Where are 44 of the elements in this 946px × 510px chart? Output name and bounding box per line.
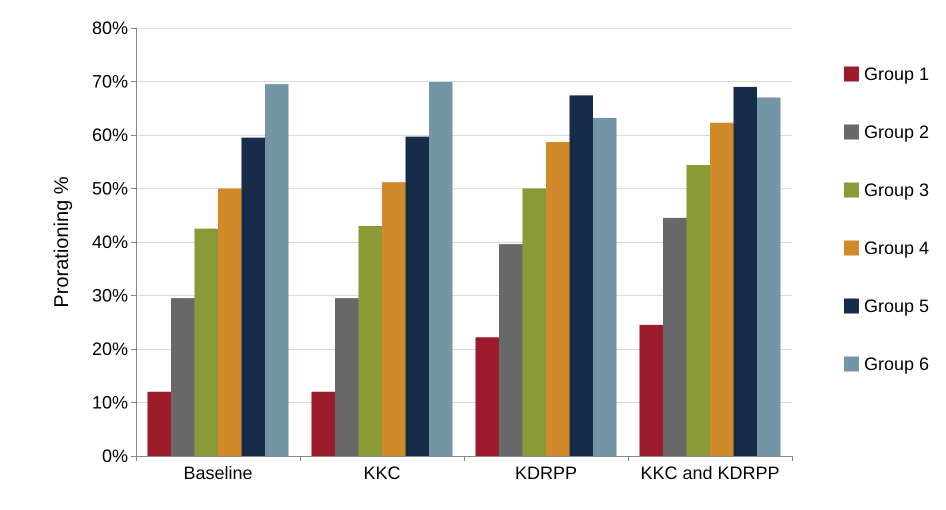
legend-label: Group 3: [864, 180, 930, 200]
x-tick-label: KKC and KDRPP: [640, 463, 780, 483]
legend-label: Group 1: [864, 64, 930, 84]
bar: [242, 138, 266, 456]
bar: [686, 164, 710, 456]
bar: [734, 86, 758, 456]
x-tick-label: KKC: [363, 463, 401, 483]
bar: [382, 182, 406, 456]
bar: [218, 188, 242, 456]
bar: [194, 228, 218, 456]
bar: [757, 98, 781, 456]
bar: [498, 244, 522, 456]
bar: [311, 392, 335, 456]
y-tick-label: 40%: [92, 232, 128, 252]
y-tick-label: 50%: [92, 178, 128, 198]
bar: [522, 188, 546, 456]
y-tick-label: 30%: [92, 286, 128, 306]
y-tick-label: 10%: [92, 392, 128, 412]
y-tick-label: 70%: [92, 72, 128, 92]
bar: [639, 324, 663, 456]
y-axis-title: Prorationing %: [51, 176, 73, 308]
bar: [662, 218, 686, 456]
bar: [265, 84, 289, 456]
bar: [406, 136, 430, 456]
legend-label: Group 4: [864, 238, 930, 258]
y-tick-label: 0%: [102, 446, 128, 466]
bar: [170, 298, 194, 456]
bar: [593, 118, 617, 456]
x-tick-label: Baseline: [183, 463, 253, 483]
legend-label: Group 6: [864, 354, 930, 374]
bar: [475, 337, 499, 456]
bar: [570, 95, 594, 456]
bar: [710, 122, 734, 456]
legend-label: Group 2: [864, 122, 930, 142]
y-tick-label: 60%: [92, 125, 128, 145]
bar: [358, 226, 382, 456]
y-tick-label: 20%: [92, 339, 128, 359]
bar: [147, 392, 171, 456]
x-tick-label: KDRPP: [514, 463, 578, 483]
y-tick-label: 80%: [92, 18, 128, 38]
legend-label: Group 5: [864, 296, 930, 316]
bar: [334, 298, 358, 456]
bar: [429, 82, 453, 456]
bar: [546, 142, 570, 456]
